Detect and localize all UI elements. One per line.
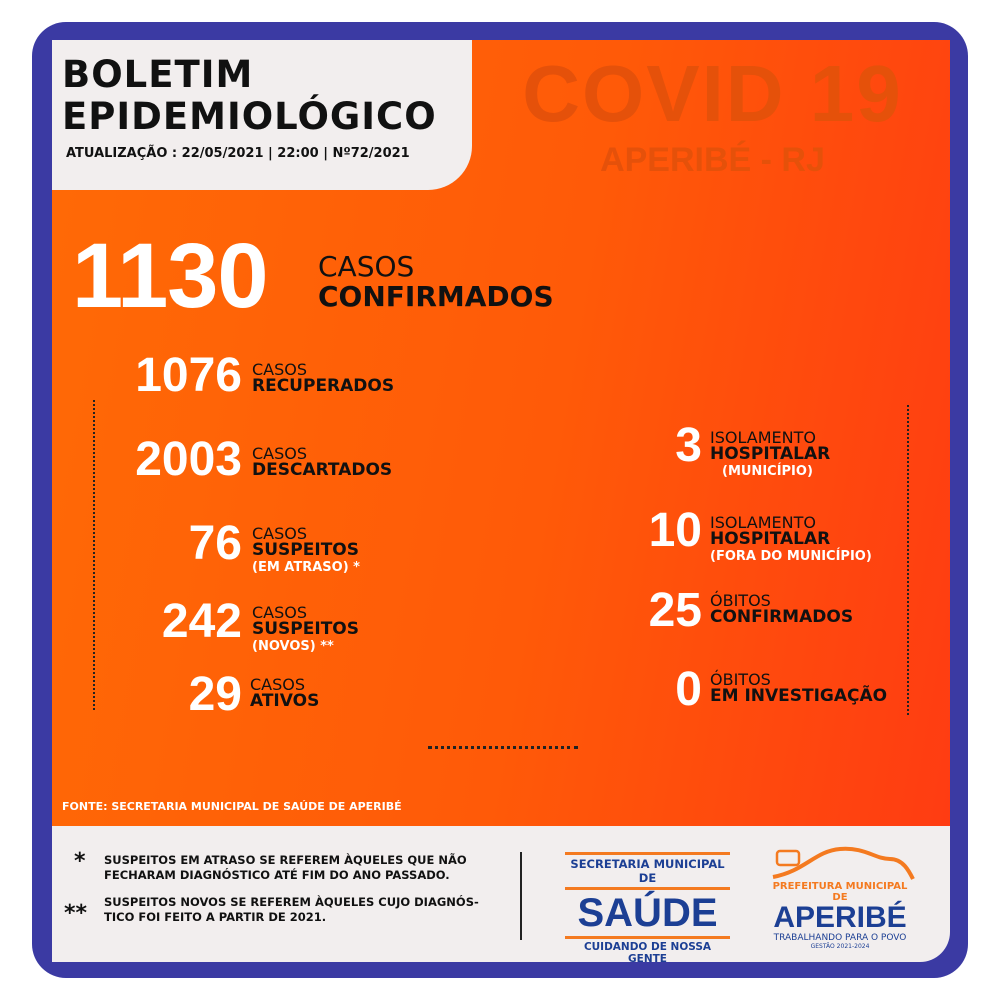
stat-label1: ISOLAMENTO <box>710 513 816 532</box>
footnote-line: SUSPEITOS EM ATRASO SE REFEREM ÀQUELES Q… <box>104 853 467 867</box>
page-title: BOLETIM EPIDEMIOLÓGICO <box>62 54 437 138</box>
confirmed-value: 1130 <box>72 225 269 327</box>
confirmed-label2: CONFIRMADOS <box>318 280 554 313</box>
update-info: ATUALIZAÇÃO : 22/05/2021 | 22:00 | Nº72/… <box>66 146 410 161</box>
footnote-line: TICO FOI FEITO A PARTIR DE 2021. <box>104 910 327 924</box>
footer-panel <box>52 826 950 962</box>
title-line1: BOLETIM <box>62 53 254 96</box>
stat-label: CASOS SUSPEITOS (EM ATRASO) * <box>252 525 360 576</box>
footnote: SUSPEITOS EM ATRASO SE REFEREM ÀQUELES Q… <box>104 853 467 883</box>
logo-top: SECRETARIA MUNICIPAL DE <box>570 857 725 885</box>
stat-label3: (MUNICÍPIO) <box>722 464 813 479</box>
title-line2: EPIDEMIOLÓGICO <box>62 95 437 138</box>
stat-label3: (EM ATRASO) * <box>252 560 360 575</box>
stat-label: ISOLAMENTO HOSPITALAR (FORA DO MUNICÍPIO) <box>710 514 872 565</box>
stat-value: 3 <box>675 419 702 472</box>
divider <box>520 852 522 940</box>
stat-value: 76 <box>188 517 242 570</box>
stat-label: CASOS SUSPEITOS (NOVOS) ** <box>252 604 359 655</box>
footnote: SUSPEITOS NOVOS SE REFEREM ÀQUELES CUJO … <box>104 895 479 925</box>
stat-value: 242 <box>161 595 242 648</box>
stat-label: CASOS RECUPERADOS <box>252 361 394 395</box>
stat-label2: EM INVESTIGAÇÃO <box>710 686 888 706</box>
stat-value: 25 <box>648 584 702 637</box>
stat-label3: (NOVOS) ** <box>252 639 334 654</box>
footnote-line: SUSPEITOS NOVOS SE REFEREM ÀQUELES CUJO … <box>104 895 479 909</box>
footnote-line: FECHARAM DIAGNÓSTICO ATÉ FIM DO ANO PASS… <box>104 868 450 882</box>
stat-value: 1076 <box>135 349 242 402</box>
stat-label1: CASOS <box>252 524 308 543</box>
logo-bottom: CUIDANDO DE NOSSA GENTE <box>583 941 712 965</box>
watermark-title: COVID 19 <box>522 49 903 138</box>
stat-label1: CASOS <box>250 675 306 694</box>
stat-label2: SUSPEITOS <box>252 540 359 560</box>
hills-handshake-icon <box>772 846 915 880</box>
asterisk-mark: * <box>74 849 86 874</box>
logo-top: PREFEITURA MUNICIPAL DE <box>772 881 908 903</box>
stat-label: ÓBITOS EM INVESTIGAÇÃO <box>710 671 887 705</box>
stat-label2: SUSPEITOS <box>252 619 359 639</box>
stat-value: 29 <box>188 668 242 721</box>
stat-label2: CONFIRMADOS <box>710 607 854 627</box>
logo-tagline: TRABALHANDO PARA O POVO <box>773 933 907 943</box>
logo-main: APERIBÉ <box>773 901 907 934</box>
stat-label: ISOLAMENTO HOSPITALAR (MUNICÍPIO) <box>710 429 830 480</box>
stat-value: 10 <box>648 504 702 557</box>
stat-label1: CASOS <box>252 603 308 622</box>
stat-label3: (FORA DO MUNICÍPIO) <box>710 549 872 564</box>
stat-label: ÓBITOS CONFIRMADOS <box>710 592 853 626</box>
stat-value: 0 <box>675 663 702 716</box>
dotted-divider <box>907 405 909 715</box>
stat-label2: RECUPERADOS <box>252 376 395 396</box>
asterisk-mark: ** <box>64 901 88 926</box>
stat-label2: HOSPITALAR <box>710 444 831 464</box>
stat-label1: CASOS <box>252 444 308 463</box>
aperibe-logo: PREFEITURA MUNICIPAL DE APERIBÉ TRABALHA… <box>765 845 915 950</box>
stat-label: CASOS ATIVOS <box>250 676 319 710</box>
header-card: BOLETIM EPIDEMIOLÓGICO ATUALIZAÇÃO : 22/0… <box>52 40 472 190</box>
stat-label1: ÓBITOS <box>710 670 771 689</box>
logo-main: SAÚDE <box>577 891 718 935</box>
dotted-divider <box>93 400 95 710</box>
confirmed-label1: CASOS <box>318 250 415 283</box>
stat-label1: ÓBITOS <box>710 591 771 610</box>
stat-label2: ATIVOS <box>250 691 320 711</box>
source-note: FONTE: SECRETARIA MUNICIPAL DE SAÚDE DE … <box>62 800 402 813</box>
dotted-divider <box>428 746 578 749</box>
stat-label1: ISOLAMENTO <box>710 428 816 447</box>
saude-logo: SECRETARIA MUNICIPAL DE SAÚDE CUIDANDO D… <box>565 850 730 965</box>
watermark-subtitle: APERIBÉ - RJ <box>600 141 825 179</box>
stat-label: CASOS DESCARTADOS <box>252 445 392 479</box>
stat-label2: HOSPITALAR <box>710 529 831 549</box>
logo-term: GESTÃO 2021-2024 <box>810 943 870 950</box>
stat-label2: DESCARTADOS <box>252 460 393 480</box>
stat-label1: CASOS <box>252 360 308 379</box>
stat-value: 2003 <box>135 433 242 486</box>
